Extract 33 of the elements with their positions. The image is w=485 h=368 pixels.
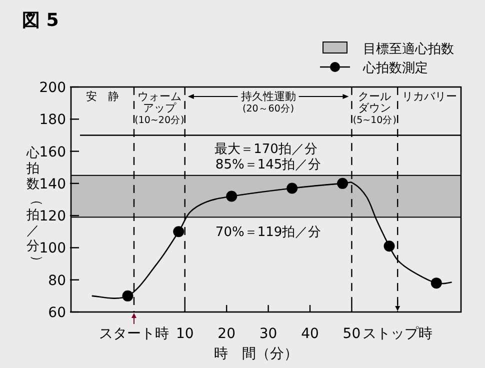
x-tick-label: 10 <box>176 326 194 342</box>
x-tick-label: スタート時 <box>98 326 169 342</box>
x-tick-label: 40 <box>301 326 319 342</box>
x-tick-label: 20 <box>218 326 236 342</box>
point <box>384 240 395 252</box>
chart-title: 図 5 <box>22 10 59 31</box>
point <box>337 178 348 189</box>
annotation: 安 静 <box>86 90 119 103</box>
x-tick-label: 30 <box>259 326 278 342</box>
legend-label: 目標至適心拍数 <box>363 41 454 57</box>
legend-label: 心拍数測定 <box>362 60 428 76</box>
annotation: クールダウン(5~10分) <box>352 90 396 126</box>
point <box>122 290 134 302</box>
y-tick-label: 140 <box>39 176 66 192</box>
ref-line-label: 最大＝170拍／分 <box>214 142 318 158</box>
annotation: リカバリー <box>402 90 457 103</box>
point <box>226 190 238 202</box>
x-tick-label: ストップ時 <box>362 326 433 342</box>
y-tick-label: 80 <box>48 272 66 289</box>
annotation: 70%＝119拍／分 <box>215 225 322 240</box>
annotation: 85%＝145拍／分 <box>215 157 322 172</box>
point <box>430 278 442 289</box>
annotation: 持久性運動(20～60分) <box>240 90 296 114</box>
x-tick-label: 50 <box>342 326 361 342</box>
y-tick-label: 180 <box>39 112 66 128</box>
annotation: ウォームアップ(10~20分) <box>134 90 184 126</box>
y-tick-label: 200 <box>39 80 66 96</box>
point <box>173 226 184 238</box>
x-axis-title: 時 間（分） <box>214 346 298 362</box>
y-tick-label: 120 <box>39 208 66 225</box>
point <box>286 182 298 194</box>
y-tick-label: 160 <box>39 144 66 160</box>
y-tick-label: 60 <box>48 305 66 321</box>
